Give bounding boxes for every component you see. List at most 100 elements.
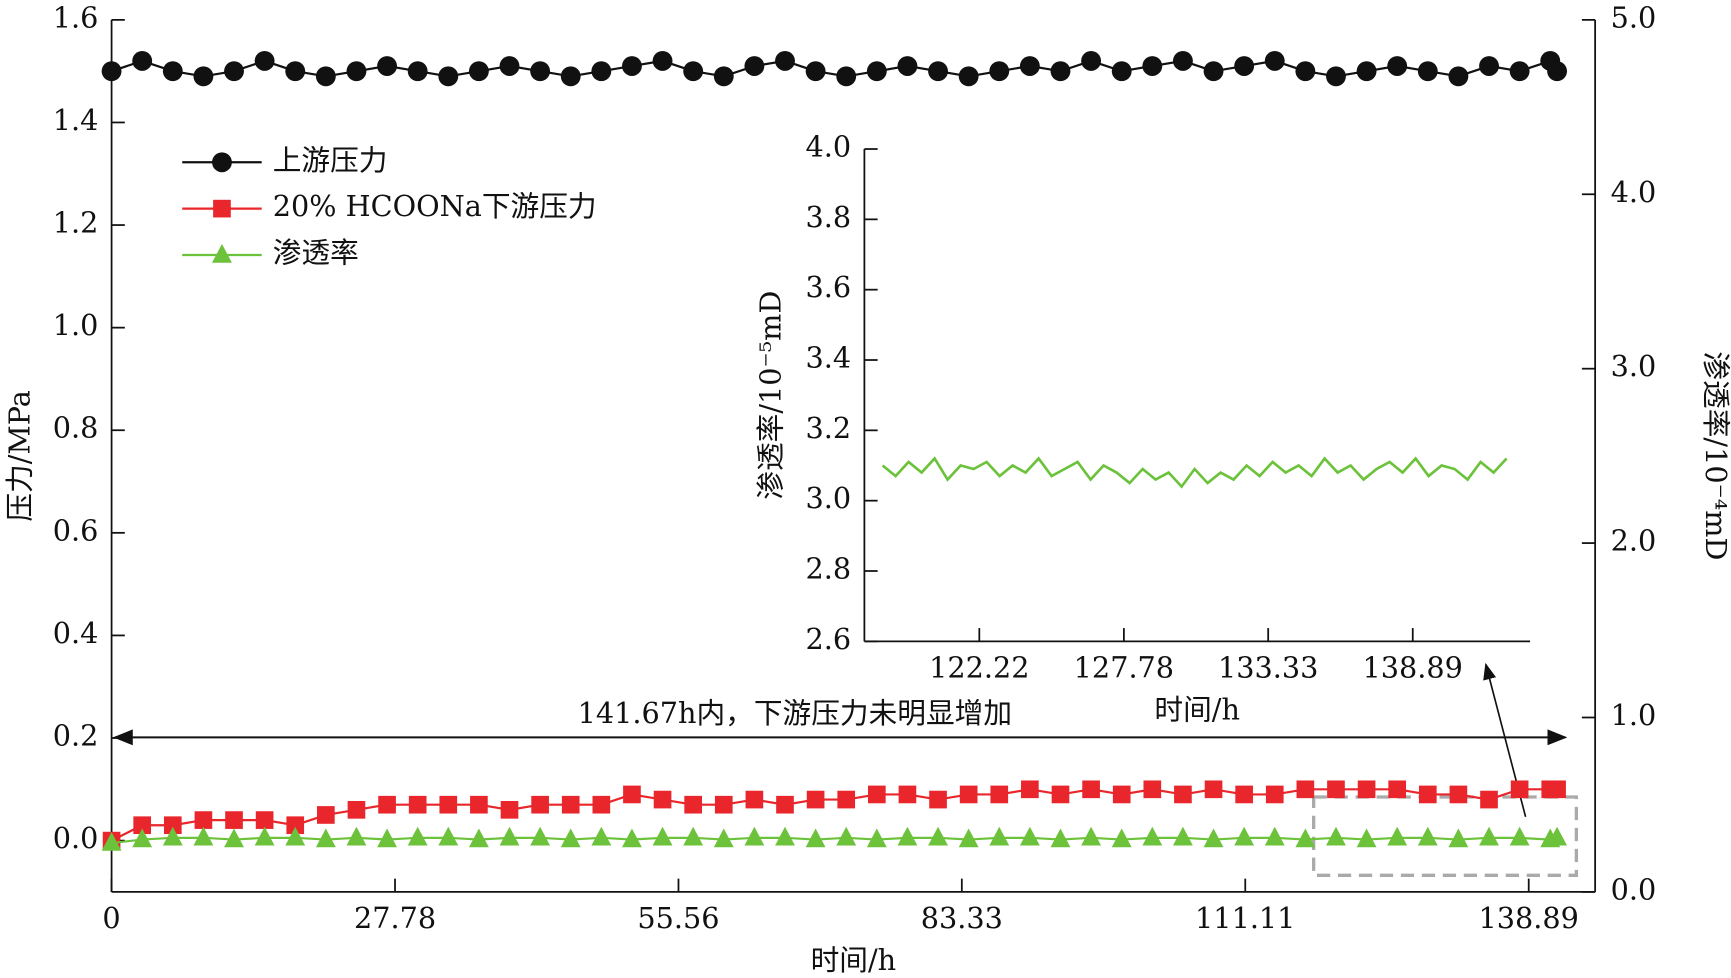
point [1172, 50, 1193, 71]
point [1327, 780, 1345, 799]
point [346, 826, 367, 846]
point [439, 795, 458, 814]
point [1356, 828, 1377, 848]
y-tick-label: 3.4 [806, 341, 852, 375]
point [714, 795, 733, 814]
point [806, 790, 825, 809]
point [836, 66, 857, 87]
point [163, 816, 182, 835]
point [377, 56, 398, 76]
point [162, 826, 183, 846]
y-tick-label: 1.4 [53, 103, 99, 137]
point [224, 828, 244, 848]
point [1357, 780, 1376, 799]
point [623, 785, 641, 804]
point [194, 811, 213, 829]
point [929, 790, 947, 809]
point [470, 795, 488, 814]
point [285, 61, 306, 82]
point [653, 790, 672, 809]
point [346, 61, 367, 82]
y2-tick-label: 4.0 [1611, 175, 1657, 209]
point [225, 811, 243, 829]
point [500, 800, 519, 819]
y-tick-label: 3.6 [806, 270, 852, 304]
x-tick-label: 133.33 [1218, 651, 1318, 685]
point [683, 61, 704, 82]
point [1479, 56, 1499, 76]
point [499, 56, 520, 76]
point [745, 790, 764, 809]
point [989, 61, 1010, 82]
point [1082, 780, 1100, 799]
legend-marker [212, 152, 232, 173]
point [1264, 50, 1285, 71]
point [1449, 785, 1468, 804]
y2-tick-label: 1.0 [1611, 698, 1657, 732]
point [1203, 61, 1224, 82]
point [1081, 50, 1102, 71]
point [408, 795, 427, 814]
point [1019, 826, 1040, 846]
point [591, 826, 612, 846]
point [162, 61, 183, 82]
point [1326, 826, 1346, 846]
point [1417, 61, 1438, 82]
point [560, 828, 581, 848]
point [1417, 826, 1438, 846]
point [898, 785, 917, 804]
point [315, 828, 336, 848]
point [101, 61, 122, 82]
point [438, 66, 459, 87]
point [928, 826, 948, 846]
point [1295, 828, 1316, 848]
y-tick-label: 0.8 [53, 411, 99, 445]
point [1448, 828, 1469, 848]
point [499, 826, 520, 846]
legend-marker [213, 199, 231, 218]
point [193, 826, 214, 846]
point [1264, 826, 1285, 846]
point [866, 61, 887, 82]
y-tick-label: 1.2 [53, 206, 99, 240]
point [254, 50, 275, 71]
point [836, 826, 857, 846]
point [1448, 66, 1469, 87]
point [1081, 826, 1102, 846]
point [407, 61, 428, 82]
point [407, 826, 428, 846]
point [683, 826, 704, 846]
x-axis-label: 时间/h [1154, 692, 1240, 726]
point [1019, 56, 1040, 76]
y-axis-label: 压力/MPa [3, 390, 37, 522]
point [622, 56, 642, 76]
point [958, 828, 979, 848]
y-tick-label: 2.8 [806, 551, 852, 585]
point [837, 790, 856, 809]
y-tick-label: 1.0 [53, 308, 99, 342]
annotation: 141.67h内，下游压力未明显增加 [578, 696, 1012, 730]
point [959, 785, 978, 804]
y-tick-label: 0.4 [53, 616, 99, 650]
point [622, 828, 642, 848]
point [1387, 56, 1408, 76]
x-tick-label: 111.11 [1195, 901, 1295, 935]
y2-tick-label: 2.0 [1611, 524, 1657, 558]
point [744, 56, 765, 76]
point [377, 828, 398, 848]
point [1356, 61, 1377, 82]
point [713, 828, 734, 848]
point [1480, 790, 1498, 809]
point [1295, 61, 1316, 82]
point [1111, 828, 1132, 848]
x-tick-label: 55.56 [637, 901, 719, 935]
point [1204, 780, 1223, 799]
point [101, 832, 122, 851]
point [897, 56, 918, 76]
x-tick-label: 83.33 [921, 901, 1003, 935]
point [561, 795, 580, 814]
y2-tick-label: 0.0 [1611, 872, 1657, 906]
point [1021, 780, 1039, 799]
series-line [881, 456, 1508, 489]
point [1172, 826, 1193, 846]
